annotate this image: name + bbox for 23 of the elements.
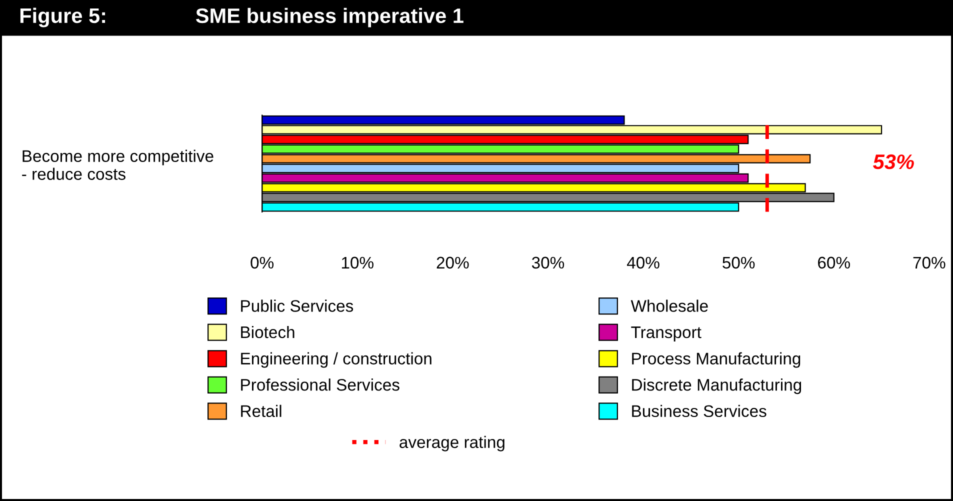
chart-subtitle: SME business imperative 1 <box>196 8 464 28</box>
legend-label: Public Services <box>241 300 354 312</box>
x-tick-label: 50% <box>722 256 755 269</box>
legend-label: Retail <box>241 404 282 418</box>
text: Figure 5: <box>20 8 106 28</box>
legend-label: Wholesale <box>630 300 708 312</box>
legend-label: Business Services <box>632 404 766 418</box>
x-tick-label: 10% <box>342 256 374 269</box>
y-tick-label: Become more competitive - reduce costs <box>22 150 214 180</box>
x-tick-label: 40% <box>626 256 660 269</box>
legend-label: Transport <box>631 326 702 342</box>
legend-label: Professional Services <box>241 378 400 391</box>
legend-label: Engineering / construction <box>241 352 432 368</box>
x-tick-label: 0% <box>250 256 274 269</box>
legend-label: Biotech <box>241 326 294 338</box>
legend-label: Process Manufacturing <box>632 352 800 368</box>
legend-label: Discrete Manufacturing <box>632 378 802 394</box>
x-tick-label: 20% <box>436 256 469 269</box>
annotation: 53% <box>873 154 914 170</box>
x-tick-label: 30% <box>532 256 564 269</box>
legend-label: average rating <box>400 436 504 452</box>
x-tick-label: 70% <box>913 256 946 269</box>
x-tick-label: 60% <box>818 256 850 269</box>
